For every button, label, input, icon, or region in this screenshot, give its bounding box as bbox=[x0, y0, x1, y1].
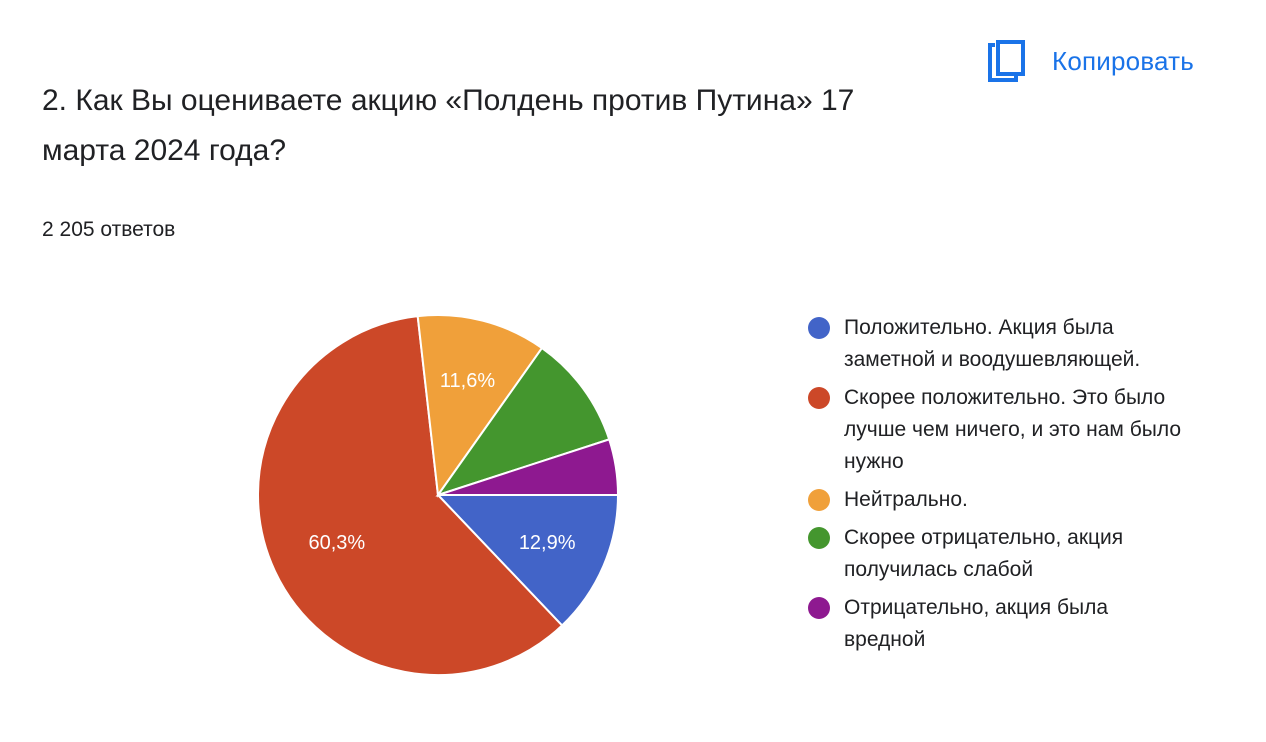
legend-item-3[interactable]: Нейтрально. bbox=[808, 484, 1188, 516]
legend-swatch bbox=[808, 387, 830, 409]
legend-label: Отрицательно, акция была вредной bbox=[844, 596, 1108, 651]
pie-data-label-2: 60,3% bbox=[309, 532, 366, 554]
pie-slice-5[interactable] bbox=[437, 438, 620, 496]
question-title: 2. Как Вы оцениваете акцию «Полдень прот… bbox=[42, 84, 855, 167]
legend-swatch bbox=[808, 317, 830, 339]
legend-label: Положительно. Акция была заметной и воод… bbox=[844, 316, 1141, 371]
legend-item-5[interactable]: Отрицательно, акция была вредной bbox=[808, 592, 1188, 656]
legend-item-4[interactable]: Скорее отрицательно, акция получилась сл… bbox=[808, 522, 1188, 586]
copy-button-label: Копировать bbox=[1052, 45, 1194, 76]
legend-item-2[interactable]: Скорее положительно. Это было лучше чем … bbox=[808, 382, 1188, 478]
copy-icon bbox=[988, 40, 1025, 82]
legend-label: Скорее отрицательно, акция получилась сл… bbox=[844, 526, 1124, 581]
legend-label: Скорее положительно. Это было лучше чем … bbox=[844, 386, 1181, 473]
legend-swatch bbox=[808, 527, 830, 549]
legend-item-1[interactable]: Положительно. Акция была заметной и воод… bbox=[808, 312, 1188, 376]
pie-data-label-3: 11,6% bbox=[440, 370, 495, 392]
legend-swatch bbox=[808, 597, 830, 619]
pie-slice-4[interactable] bbox=[435, 346, 611, 497]
chart-legend: Положительно. Акция была заметной и воод… bbox=[808, 312, 1188, 662]
response-count: 2 205 ответов bbox=[42, 218, 176, 241]
pie-chart: 12,9% 60,3% 11,6% bbox=[257, 314, 620, 676]
copy-button[interactable]: Копировать bbox=[986, 36, 1194, 86]
pie-slice-3[interactable] bbox=[416, 314, 544, 498]
pie-data-label-1: 12,9% bbox=[519, 532, 576, 554]
legend-label: Нейтрально. bbox=[844, 488, 968, 511]
pie-slice-2[interactable] bbox=[257, 315, 564, 676]
pie-slice-1[interactable] bbox=[435, 494, 620, 627]
legend-swatch bbox=[808, 489, 830, 511]
